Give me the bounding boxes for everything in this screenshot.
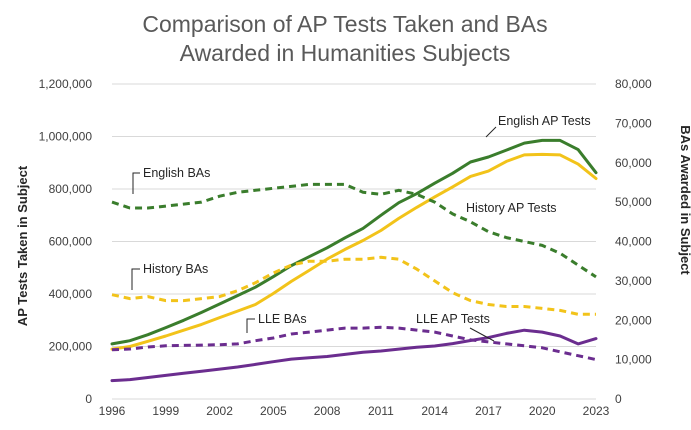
annotation-lle-bas: LLE BAs xyxy=(258,312,307,326)
plot-series xyxy=(110,138,598,383)
annotation-leader xyxy=(132,172,140,194)
x-tick-label: 2020 xyxy=(529,404,556,418)
left-tick-label: 800,000 xyxy=(49,182,93,196)
left-axis-title: AP Tests Taken in Subject xyxy=(15,165,30,326)
annotation-leader xyxy=(131,268,140,290)
series-english-bas xyxy=(111,182,597,279)
right-tick-label: 70,000 xyxy=(615,116,652,130)
annotation-english-bas: English BAs xyxy=(143,166,210,180)
right-tick-label: 80,000 xyxy=(615,77,652,91)
left-tick-label: 0 xyxy=(85,392,92,406)
x-tick-label: 2023 xyxy=(583,404,610,418)
left-tick-label: 400,000 xyxy=(49,287,93,301)
annotation-leader xyxy=(246,318,255,333)
grid xyxy=(112,83,596,400)
annotations: English AP Tests History AP Tests LLE AP T… xyxy=(131,114,591,342)
x-tick-label: 2014 xyxy=(421,404,448,418)
series-lle-ap-tests xyxy=(110,328,598,383)
series-history-bas xyxy=(111,255,596,316)
axis-ticks: 0 200,000 400,000 600,000 800,000 1,000,000 1,… xyxy=(39,77,652,418)
x-tick-label: 2002 xyxy=(206,404,233,418)
left-tick-label: 1,200,000 xyxy=(39,77,93,91)
annotation-history-ap-tests: History AP Tests xyxy=(466,201,557,215)
right-tick-label: 0 xyxy=(615,392,622,406)
x-tick-label: 2011 xyxy=(368,404,394,418)
right-tick-label: 30,000 xyxy=(615,274,652,288)
left-tick-label: 1,000,000 xyxy=(39,130,93,144)
x-tick-label: 2005 xyxy=(260,404,287,418)
chart-title-line-1: Comparison of AP Tests Taken and BAs xyxy=(142,11,547,37)
series-history-ap-tests xyxy=(110,152,598,351)
right-axis-title: BAs Awarded in Subject xyxy=(678,125,691,275)
series-english-ap-tests xyxy=(110,138,598,346)
annotation-leader xyxy=(469,327,495,342)
right-tick-label: 50,000 xyxy=(615,195,652,209)
x-tick-label: 1996 xyxy=(99,404,126,418)
right-tick-label: 60,000 xyxy=(615,156,652,170)
annotation-lle-ap-tests: LLE AP Tests xyxy=(416,312,490,326)
annotation-history-bas: History BAs xyxy=(143,262,208,276)
left-tick-label: 600,000 xyxy=(49,235,93,249)
right-tick-label: 40,000 xyxy=(615,235,652,249)
annotation-leader xyxy=(485,126,497,138)
series-lle-bas xyxy=(111,325,597,362)
chart-title-line-2: Awarded in Humanities Subjects xyxy=(180,40,511,66)
x-tick-label: 2017 xyxy=(475,404,502,418)
x-tick-label: 1999 xyxy=(152,404,179,418)
right-tick-label: 10,000 xyxy=(615,353,652,367)
left-tick-label: 200,000 xyxy=(49,340,93,354)
x-tick-label: 2008 xyxy=(314,404,341,418)
right-tick-label: 20,000 xyxy=(615,313,652,327)
annotation-english-ap-tests: English AP Tests xyxy=(498,114,591,128)
